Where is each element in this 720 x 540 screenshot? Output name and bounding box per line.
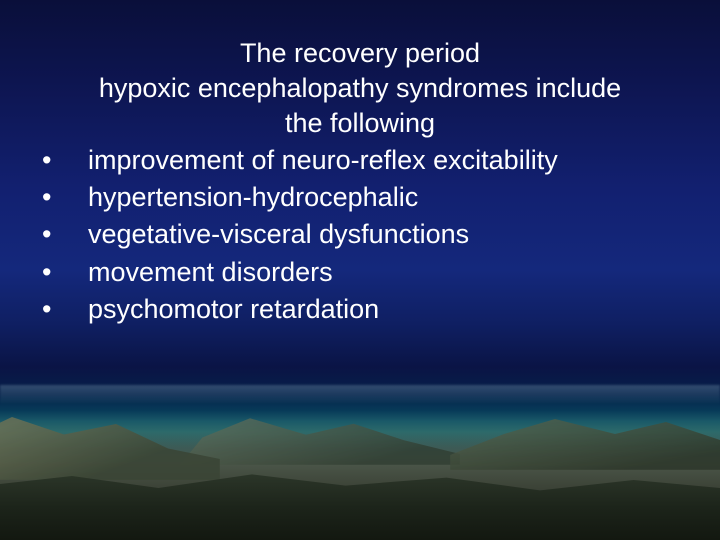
bullet-text: movement disorders — [88, 255, 700, 290]
list-item: • psychomotor retardation — [42, 292, 700, 327]
list-item: • movement disorders — [42, 255, 700, 290]
list-item: • hypertension-hydrocephalic — [42, 180, 700, 215]
horizon-band — [0, 385, 720, 403]
bullet-text: hypertension-hydrocephalic — [88, 180, 700, 215]
bullet-text: improvement of neuro-reflex excitability — [88, 143, 700, 178]
bullet-text: psychomotor retardation — [88, 292, 700, 327]
bullet-icon: • — [42, 180, 88, 215]
slide: The recovery period hypoxic encephalopat… — [0, 0, 720, 540]
list-item: • vegetative-visceral dysfunctions — [42, 217, 700, 252]
bullet-text: vegetative-visceral dysfunctions — [88, 217, 700, 252]
title-line-1: The recovery period — [20, 36, 700, 71]
bullet-icon: • — [42, 217, 88, 252]
bullet-icon: • — [42, 255, 88, 290]
content-area: The recovery period hypoxic encephalopat… — [20, 36, 700, 329]
title-line-2: hypoxic encephalopathy syndromes include — [20, 71, 700, 106]
mountain-mid — [180, 410, 460, 465]
title-line-3: the following — [20, 106, 700, 141]
bullet-list: • improvement of neuro-reflex excitabili… — [20, 143, 700, 326]
mountain-right — [450, 410, 720, 470]
list-item: • improvement of neuro-reflex excitabili… — [42, 143, 700, 178]
mountain-left — [0, 410, 220, 480]
bullet-icon: • — [42, 143, 88, 178]
bullet-icon: • — [42, 292, 88, 327]
